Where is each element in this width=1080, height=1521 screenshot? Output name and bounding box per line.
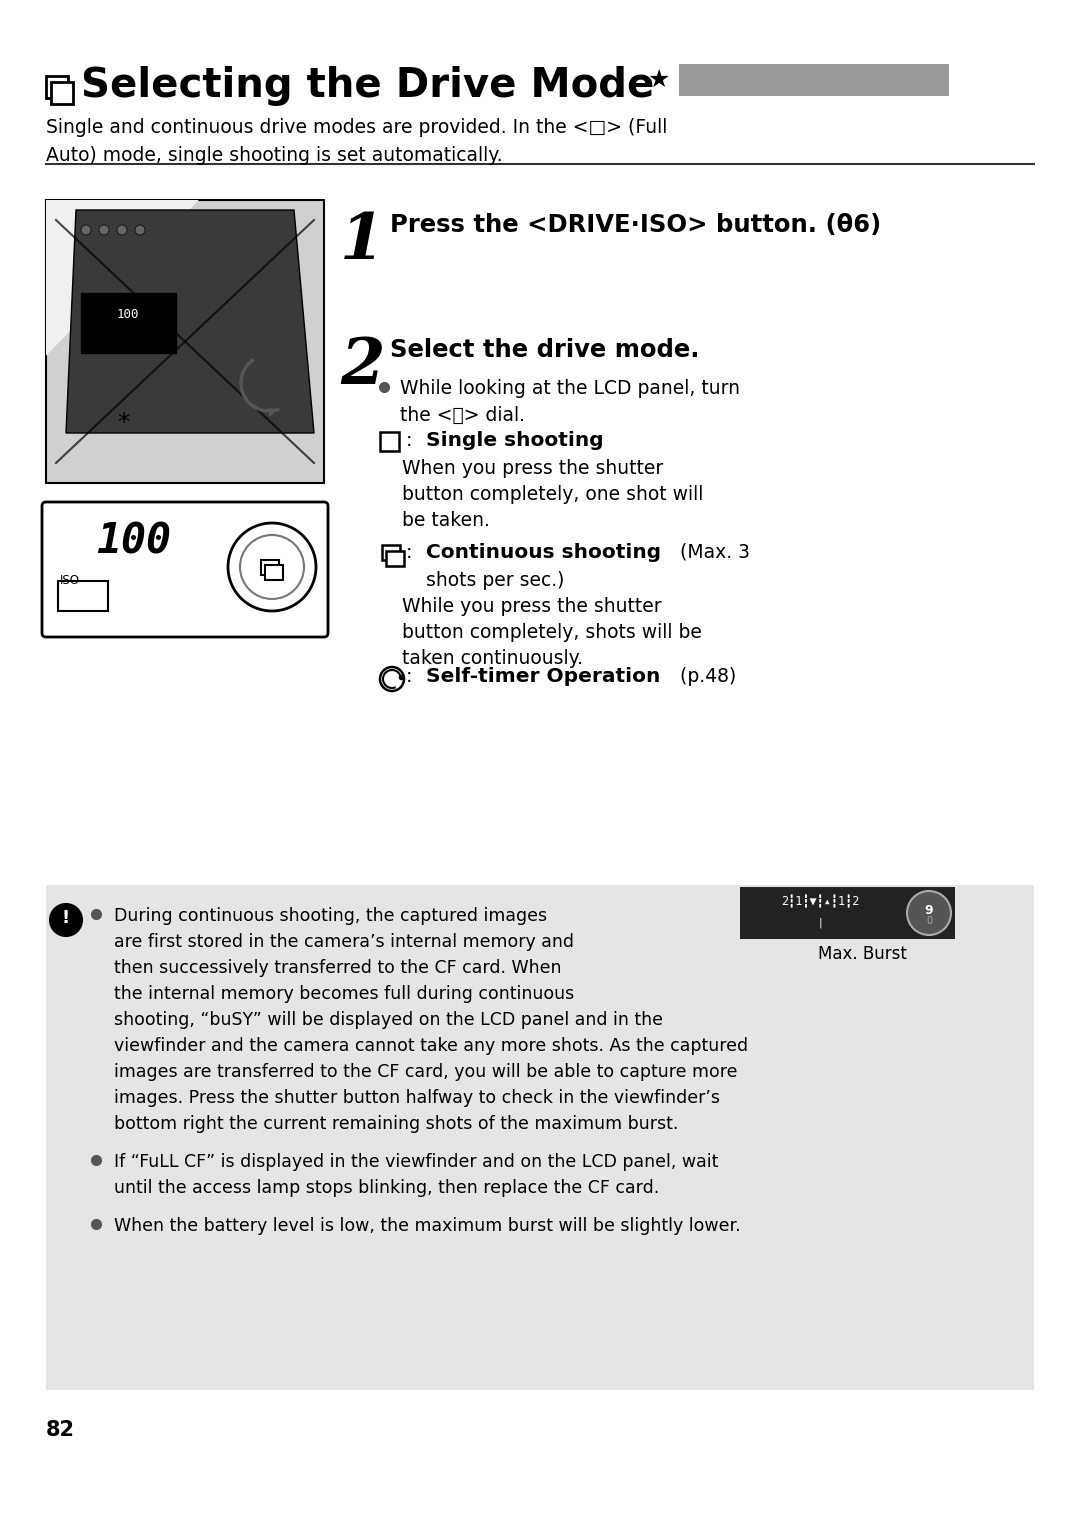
Text: 100: 100 [117,309,139,321]
Text: images. Press the shutter button halfway to check in the viewfinder’s: images. Press the shutter button halfway… [114,1089,720,1107]
Text: (p.48): (p.48) [674,668,737,686]
Text: Continuous shooting: Continuous shooting [426,543,661,561]
Text: images are transferred to the CF card, you will be able to capture more: images are transferred to the CF card, y… [114,1063,738,1081]
Text: :: : [406,430,413,450]
Text: 1: 1 [340,211,384,272]
Circle shape [240,535,303,599]
Bar [740,887,955,938]
Polygon shape [46,199,199,356]
Text: taken continuously.: taken continuously. [402,649,583,668]
Text: Max. Burst: Max. Burst [818,945,906,963]
Text: the <⛓> dial.: the <⛓> dial. [400,406,525,424]
Text: During continuous shooting, the captured images: During continuous shooting, the captured… [114,907,548,925]
Circle shape [117,225,127,236]
Bar [51,82,73,103]
FancyBboxPatch shape [42,502,328,637]
Text: button completely, one shot will: button completely, one shot will [402,485,703,503]
Circle shape [99,225,109,236]
Text: 0: 0 [926,916,932,926]
Text: the internal memory becomes full during continuous: the internal memory becomes full during … [114,986,575,1002]
Text: button completely, shots will be: button completely, shots will be [402,624,702,642]
Text: When the battery level is low, the maximum burst will be slightly lower.: When the battery level is low, the maxim… [114,1217,741,1235]
Bar [382,545,400,560]
Text: ISO: ISO [60,573,80,587]
Bar [261,560,279,575]
Text: While looking at the LCD panel, turn: While looking at the LCD panel, turn [400,379,740,399]
Text: Auto) mode, single shooting is set automatically.: Auto) mode, single shooting is set autom… [46,146,502,164]
Bar [46,199,324,484]
Text: |: | [819,917,822,928]
Text: until the access lamp stops blinking, then replace the CF card.: until the access lamp stops blinking, th… [114,1179,659,1197]
Text: If “FuLL CF” is displayed in the viewfinder and on the LCD panel, wait: If “FuLL CF” is displayed in the viewfin… [114,1153,718,1171]
Circle shape [907,891,951,935]
Text: shooting, “buSY” will be displayed on the LCD panel and in the: shooting, “buSY” will be displayed on th… [114,1011,663,1030]
Bar [386,551,404,566]
Circle shape [81,225,91,236]
Text: :: : [406,543,413,561]
Text: Self-timer Operation: Self-timer Operation [426,668,660,686]
Text: 9: 9 [924,903,933,917]
Text: be taken.: be taken. [402,511,490,529]
Text: Select the drive mode.: Select the drive mode. [390,338,700,362]
Text: 2: 2 [340,336,384,397]
Text: 2┇1┇▼┇▴┇1┇2: 2┇1┇▼┇▴┇1┇2 [781,894,860,908]
Text: are first stored in the camera’s internal memory and: are first stored in the camera’s interna… [114,932,573,951]
Circle shape [50,903,82,935]
Text: :: : [406,668,413,686]
Text: ★: ★ [647,68,670,91]
Text: Selecting the Drive Mode: Selecting the Drive Mode [81,65,654,106]
Bar [46,76,68,97]
Text: (Max. 3: (Max. 3 [674,543,750,561]
Bar [46,885,1034,1390]
Text: While you press the shutter: While you press the shutter [402,598,662,616]
Text: *: * [118,411,131,435]
Bar [380,432,399,452]
Text: Single shooting: Single shooting [426,430,604,450]
Text: 82: 82 [46,1421,75,1440]
Polygon shape [66,210,314,433]
Text: Single and continuous drive modes are provided. In the <□> (Full: Single and continuous drive modes are pr… [46,119,667,137]
Text: When you press the shutter: When you press the shutter [402,459,663,478]
Text: bottom right the current remaining shots of the maximum burst.: bottom right the current remaining shots… [114,1115,678,1133]
Text: then successively transferred to the CF card. When: then successively transferred to the CF … [114,960,562,976]
Circle shape [135,225,145,236]
Bar [81,294,176,353]
Circle shape [380,668,404,691]
Text: shots per sec.): shots per sec.) [426,570,565,590]
Text: Press the <DRIVE·ISO> button. (θ6): Press the <DRIVE·ISO> button. (θ6) [390,213,881,237]
Circle shape [228,523,316,611]
Bar [679,64,949,96]
Text: 100: 100 [96,520,172,563]
Bar [265,564,283,580]
Bar [58,581,108,611]
Text: !: ! [62,910,70,926]
Text: viewfinder and the camera cannot take any more shots. As the captured: viewfinder and the camera cannot take an… [114,1037,748,1056]
